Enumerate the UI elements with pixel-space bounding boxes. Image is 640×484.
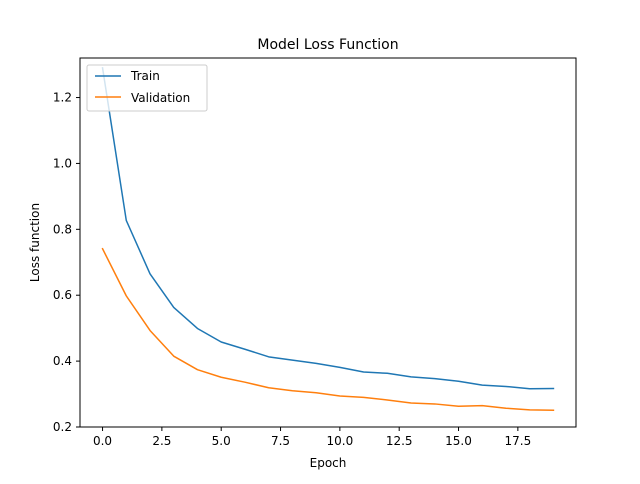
- chart-title: Model Loss Function: [257, 37, 398, 53]
- x-tick-label: 5.0: [212, 434, 231, 448]
- x-tick-label: 2.5: [152, 434, 171, 448]
- series-line-validation: [101, 247, 555, 411]
- x-axis-ticks: 0.0 2.5 5.0 7.5 10.0 12.5 15.0 17.5: [93, 427, 531, 448]
- legend-label-validation: Validation: [131, 91, 190, 105]
- legend-label-train: Train: [130, 69, 160, 83]
- x-tick-label: 7.5: [271, 434, 290, 448]
- x-tick-label: 17.5: [504, 434, 531, 448]
- y-axis-ticks: 0.2 0.4 0.6 0.8 1.0 1.2: [53, 91, 80, 434]
- y-tick-label: 0.8: [53, 222, 72, 236]
- y-tick-label: 0.2: [53, 420, 72, 434]
- legend: Train Validation: [86, 64, 208, 112]
- x-tick-label: 0.0: [93, 434, 112, 448]
- y-tick-label: 1.2: [53, 91, 72, 105]
- x-axis-label: Epoch: [310, 456, 347, 470]
- series-lines: [101, 67, 555, 411]
- x-tick-label: 15.0: [445, 434, 472, 448]
- x-tick-label: 10.0: [327, 434, 354, 448]
- y-tick-label: 1.0: [53, 156, 72, 170]
- plot-area: [80, 58, 576, 427]
- y-tick-label: 0.4: [53, 354, 72, 368]
- y-tick-label: 0.6: [53, 288, 72, 302]
- x-tick-label: 12.5: [386, 434, 413, 448]
- y-axis-label: Loss function: [28, 203, 42, 282]
- plot-frame: [79, 57, 577, 428]
- series-line-train: [101, 67, 555, 390]
